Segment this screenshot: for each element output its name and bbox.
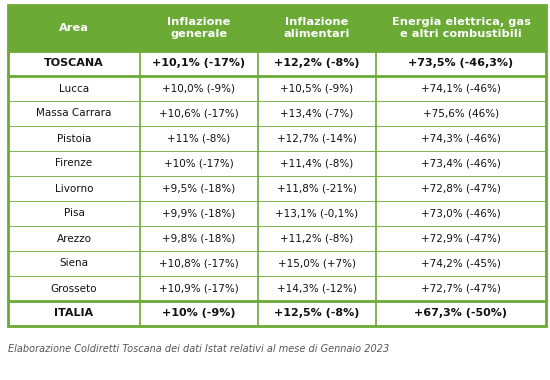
Text: Massa Carrara: Massa Carrara: [36, 109, 112, 119]
Text: +10,8% (-17%): +10,8% (-17%): [159, 258, 239, 269]
Text: +11,2% (-8%): +11,2% (-8%): [280, 233, 354, 244]
Text: +12,7% (-14%): +12,7% (-14%): [277, 133, 357, 144]
Text: +74,3% (-46%): +74,3% (-46%): [421, 133, 501, 144]
Text: +9,5% (-18%): +9,5% (-18%): [162, 184, 235, 193]
Bar: [8, 5, 546, 51]
Text: Lucca: Lucca: [59, 84, 89, 93]
Bar: [8, 251, 546, 276]
Text: +11% (-8%): +11% (-8%): [167, 133, 230, 144]
Bar: [8, 126, 546, 151]
Text: Area: Area: [59, 23, 89, 33]
Text: +10,5% (-9%): +10,5% (-9%): [280, 84, 354, 93]
Text: TOSCANA: TOSCANA: [44, 59, 104, 68]
Text: +10% (-9%): +10% (-9%): [162, 309, 236, 318]
Text: +67,3% (-50%): +67,3% (-50%): [415, 309, 508, 318]
Text: +72,8% (-47%): +72,8% (-47%): [421, 184, 501, 193]
Text: +14,3% (-12%): +14,3% (-12%): [277, 283, 357, 293]
Text: +11,4% (-8%): +11,4% (-8%): [280, 158, 354, 168]
Text: Grosseto: Grosseto: [51, 283, 97, 293]
Text: +12,2% (-8%): +12,2% (-8%): [274, 59, 360, 68]
Bar: [8, 76, 546, 101]
Text: +73,4% (-46%): +73,4% (-46%): [421, 158, 501, 168]
Text: Elaborazione Coldiretti Toscana dei dati Istat relativi al mese di Gennaio 2023: Elaborazione Coldiretti Toscana dei dati…: [8, 344, 389, 354]
Bar: [8, 301, 546, 326]
Text: Siena: Siena: [59, 258, 89, 269]
Text: +10,1% (-17%): +10,1% (-17%): [152, 59, 245, 68]
Text: Inflazione
generale: Inflazione generale: [167, 17, 230, 39]
Text: +10,0% (-9%): +10,0% (-9%): [162, 84, 235, 93]
Text: +9,9% (-18%): +9,9% (-18%): [162, 209, 235, 218]
Text: +10% (-17%): +10% (-17%): [164, 158, 234, 168]
Text: +73,5% (-46,3%): +73,5% (-46,3%): [409, 59, 514, 68]
Text: +15,0% (+7%): +15,0% (+7%): [278, 258, 356, 269]
Bar: [8, 176, 546, 201]
Text: +13,1% (-0,1%): +13,1% (-0,1%): [276, 209, 359, 218]
Text: +13,4% (-7%): +13,4% (-7%): [280, 109, 354, 119]
Text: Arezzo: Arezzo: [57, 233, 91, 244]
Text: ITALIA: ITALIA: [54, 309, 94, 318]
Text: Pistoia: Pistoia: [57, 133, 91, 144]
Text: +72,7% (-47%): +72,7% (-47%): [421, 283, 501, 293]
Bar: [8, 201, 546, 226]
Text: +11,8% (-21%): +11,8% (-21%): [277, 184, 357, 193]
Text: Energia elettrica, gas
e altri combustibili: Energia elettrica, gas e altri combustib…: [392, 17, 530, 39]
Bar: [8, 101, 546, 126]
Bar: [8, 226, 546, 251]
Text: +74,2% (-45%): +74,2% (-45%): [421, 258, 501, 269]
Text: Inflazione
alimentari: Inflazione alimentari: [284, 17, 350, 39]
Text: +73,0% (-46%): +73,0% (-46%): [421, 209, 501, 218]
Text: +10,6% (-17%): +10,6% (-17%): [159, 109, 239, 119]
Text: Pisa: Pisa: [64, 209, 85, 218]
Text: +12,5% (-8%): +12,5% (-8%): [274, 309, 360, 318]
Text: +9,8% (-18%): +9,8% (-18%): [162, 233, 235, 244]
Bar: [8, 151, 546, 176]
Text: +75,6% (46%): +75,6% (46%): [423, 109, 499, 119]
Bar: [8, 5, 546, 326]
Text: +72,9% (-47%): +72,9% (-47%): [421, 233, 501, 244]
Text: +10,9% (-17%): +10,9% (-17%): [159, 283, 239, 293]
Bar: [8, 276, 546, 301]
Text: +74,1% (-46%): +74,1% (-46%): [421, 84, 501, 93]
Text: Livorno: Livorno: [55, 184, 94, 193]
Bar: [8, 51, 546, 76]
Text: Firenze: Firenze: [56, 158, 92, 168]
